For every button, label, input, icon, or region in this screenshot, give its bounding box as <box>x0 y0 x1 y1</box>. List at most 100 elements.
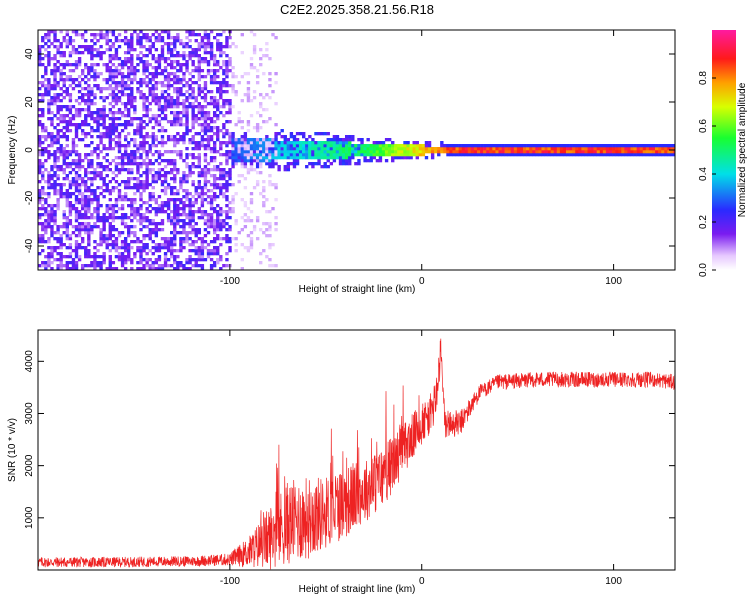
heatmap-cell <box>65 261 69 265</box>
heatmap-cell <box>90 39 94 43</box>
heatmap-cell <box>136 180 140 184</box>
heatmap-cell <box>618 144 622 148</box>
heatmap-cell <box>255 165 260 169</box>
heatmap-cell <box>90 159 94 163</box>
heatmap-cell <box>84 228 88 232</box>
heatmap-cell <box>111 72 116 76</box>
heatmap-cell <box>59 54 63 58</box>
heatmap-cell <box>234 153 238 157</box>
heatmap-cell <box>636 153 640 157</box>
heatmap-cell <box>47 63 51 67</box>
heatmap-cell <box>117 258 122 262</box>
heatmap-cell <box>222 81 226 85</box>
heatmap-cell <box>68 42 73 46</box>
heatmap-cell <box>65 165 69 169</box>
heatmap-cell <box>225 141 229 145</box>
heatmap-cell <box>225 222 229 226</box>
heatmap-cell <box>480 150 484 154</box>
heatmap-cell <box>77 96 82 100</box>
heatmap-cell <box>50 144 54 148</box>
heatmap-cell <box>421 153 426 157</box>
heatmap-cell <box>105 132 109 136</box>
heatmap-cell <box>179 117 183 121</box>
heatmap-cell <box>216 204 220 208</box>
heatmap-cell <box>142 237 146 241</box>
heatmap-cell <box>77 258 82 262</box>
heatmap-cell <box>59 144 63 148</box>
heatmap-cell <box>62 168 66 172</box>
heatmap-cell <box>93 69 97 73</box>
heatmap-cell <box>179 207 183 211</box>
heatmap-cell <box>120 114 125 118</box>
heatmap-cell <box>246 159 251 163</box>
heatmap-cell <box>151 144 155 148</box>
heatmap-cell <box>87 255 91 259</box>
heatmap-cell <box>203 45 208 49</box>
heatmap-cell <box>185 84 189 88</box>
heatmap-cell <box>136 177 140 181</box>
heatmap-cell <box>136 81 140 85</box>
heatmap-cell <box>197 144 201 148</box>
heatmap-cell <box>222 237 226 241</box>
heatmap-cell <box>148 222 152 226</box>
heatmap-cell <box>179 150 183 154</box>
heatmap-cell <box>209 198 214 202</box>
heatmap-cell <box>56 201 60 205</box>
heatmap-cell <box>133 162 137 166</box>
heatmap-cell <box>329 150 334 154</box>
heatmap-cell <box>108 93 112 97</box>
heatmap-cell <box>142 147 146 151</box>
heatmap-cell <box>136 183 140 187</box>
heatmap-cell <box>667 153 671 157</box>
heatmap-cell <box>47 135 51 139</box>
heatmap-cell <box>384 159 389 163</box>
heatmap-cell <box>243 156 248 160</box>
heatmap-cell <box>212 36 217 40</box>
heatmap-cell <box>44 84 48 88</box>
heatmap-cell <box>87 186 91 190</box>
heatmap-cell <box>314 144 318 148</box>
heatmap-cell <box>219 144 223 148</box>
heatmap-cell <box>176 132 180 136</box>
heatmap-cell <box>136 147 140 151</box>
heatmap-cell <box>170 240 174 244</box>
heatmap-cell <box>44 192 48 196</box>
heatmap-cell <box>249 66 254 70</box>
heatmap-cell <box>65 135 69 139</box>
heatmap-cell <box>108 60 112 64</box>
heatmap-cell <box>203 129 208 133</box>
heatmap-cell <box>191 108 195 112</box>
heatmap-cell <box>243 177 248 181</box>
heatmap-cell <box>133 48 137 52</box>
heatmap-cell <box>188 201 192 205</box>
heatmap-cell <box>99 114 103 118</box>
heatmap-cell <box>252 126 257 130</box>
heatmap-cell <box>108 237 112 241</box>
heatmap-cell <box>231 132 235 136</box>
heatmap-cell <box>216 99 220 103</box>
heatmap-cell <box>197 87 201 91</box>
heatmap-cell <box>194 96 198 100</box>
heatmap-cell <box>41 135 45 139</box>
heatmap-cell <box>212 57 217 61</box>
heatmap-cell <box>139 207 143 211</box>
heatmap-cell <box>87 225 91 229</box>
heatmap-cell <box>127 258 131 262</box>
heatmap-cell <box>154 243 159 247</box>
heatmap-cell <box>231 87 235 91</box>
heatmap-cell <box>412 150 416 154</box>
heatmap-cell <box>185 237 189 241</box>
heatmap-cell <box>222 60 226 64</box>
heatmap-cell <box>535 153 539 157</box>
heatmap-cell <box>157 105 162 109</box>
heatmap-cell <box>47 195 51 199</box>
heatmap-cell <box>117 252 122 256</box>
heatmap-cell <box>117 96 122 100</box>
heatmap-cell <box>427 144 432 148</box>
heatmap-cell <box>212 198 217 202</box>
heatmap-cell <box>513 150 518 154</box>
heatmap-cell <box>265 138 269 142</box>
heatmap-cell <box>605 144 610 148</box>
heatmap-cell <box>170 135 174 139</box>
heatmap-cell <box>145 69 149 73</box>
